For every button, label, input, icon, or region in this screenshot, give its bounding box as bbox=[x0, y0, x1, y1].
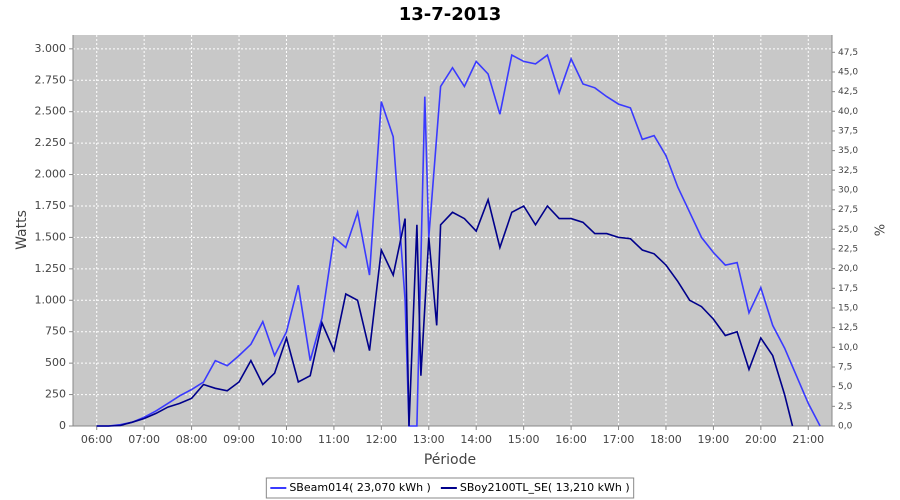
y-tick-label: 500 bbox=[45, 356, 66, 369]
y2-tick-label: 25,0 bbox=[838, 225, 858, 235]
y-tick-label: 3.000 bbox=[35, 42, 67, 55]
y2-tick-label: 40,0 bbox=[838, 107, 858, 117]
series-line bbox=[96, 53, 821, 427]
y-tick-label: 2.750 bbox=[35, 73, 67, 86]
legend-label: SBeam014( 23,070 kWh ) bbox=[289, 481, 431, 494]
x-tick-label: 08:00 bbox=[176, 433, 208, 446]
y2-tick-label: 35,0 bbox=[838, 146, 858, 156]
y2-tick-label: 30,0 bbox=[838, 185, 858, 195]
y2-tick-label: 42,5 bbox=[838, 87, 858, 97]
y-tick-label: 250 bbox=[45, 388, 66, 401]
y2-tick-label: 10,0 bbox=[838, 343, 858, 353]
y-tick-label: 2.000 bbox=[35, 168, 67, 181]
y-tick-label: 1.250 bbox=[35, 262, 67, 275]
y-tick-label: 1.750 bbox=[35, 199, 67, 212]
x-tick-label: 21:00 bbox=[792, 433, 824, 446]
y2-tick-label: 5,0 bbox=[838, 382, 853, 392]
x-tick-label: 07:00 bbox=[128, 433, 160, 446]
x-tick-label: 13:00 bbox=[413, 433, 445, 446]
series-line bbox=[96, 197, 794, 427]
x-tick-label: 12:00 bbox=[365, 433, 397, 446]
x-tick-label: 10:00 bbox=[271, 433, 303, 446]
x-tick-label: 09:00 bbox=[223, 433, 255, 446]
y2-tick-label: 27,5 bbox=[838, 205, 858, 215]
y2-tick-label: 2,5 bbox=[838, 402, 852, 412]
y2-tick-label: 22,5 bbox=[838, 244, 858, 254]
y2-tick-label: 0,0 bbox=[838, 422, 853, 432]
plot-area bbox=[73, 35, 832, 426]
y-tick-label: 1.500 bbox=[35, 230, 67, 243]
y-tick-label: 2.250 bbox=[35, 136, 67, 149]
x-tick-label: 18:00 bbox=[650, 433, 682, 446]
y-tick-label: 2.500 bbox=[35, 105, 67, 118]
y-axis-label: Watts bbox=[14, 210, 30, 250]
x-tick-label: 16:00 bbox=[555, 433, 587, 446]
y2-tick-label: 17,5 bbox=[838, 284, 858, 294]
y2-tick-label: 37,5 bbox=[838, 126, 858, 136]
y2-tick-label: 45,0 bbox=[838, 67, 858, 77]
chart-title: 13-7-2013 bbox=[399, 4, 502, 25]
legend-label: SBoy2100TL_SE( 13,210 kWh ) bbox=[460, 481, 630, 494]
x-tick-label: 06:00 bbox=[81, 433, 113, 446]
y2-axis-label: % bbox=[874, 224, 889, 236]
y2-tick-label: 32,5 bbox=[838, 166, 858, 176]
y-tick-label: 1.000 bbox=[35, 293, 67, 306]
y2-tick-label: 47,5 bbox=[838, 48, 858, 58]
y2-tick-label: 12,5 bbox=[838, 323, 858, 333]
y2-tick-label: 20,0 bbox=[838, 264, 858, 274]
y-tick-label: 0 bbox=[59, 419, 66, 432]
x-tick-label: 14:00 bbox=[460, 433, 492, 446]
y2-tick-label: 15,0 bbox=[838, 303, 858, 313]
x-tick-label: 15:00 bbox=[508, 433, 540, 446]
x-tick-label: 11:00 bbox=[318, 433, 350, 446]
y2-tick-label: 7,5 bbox=[838, 362, 852, 372]
x-tick-label: 19:00 bbox=[698, 433, 730, 446]
y-tick-label: 750 bbox=[45, 325, 66, 338]
x-tick-label: 20:00 bbox=[745, 433, 777, 446]
x-tick-label: 17:00 bbox=[603, 433, 635, 446]
x-axis-label: Période bbox=[424, 452, 476, 468]
